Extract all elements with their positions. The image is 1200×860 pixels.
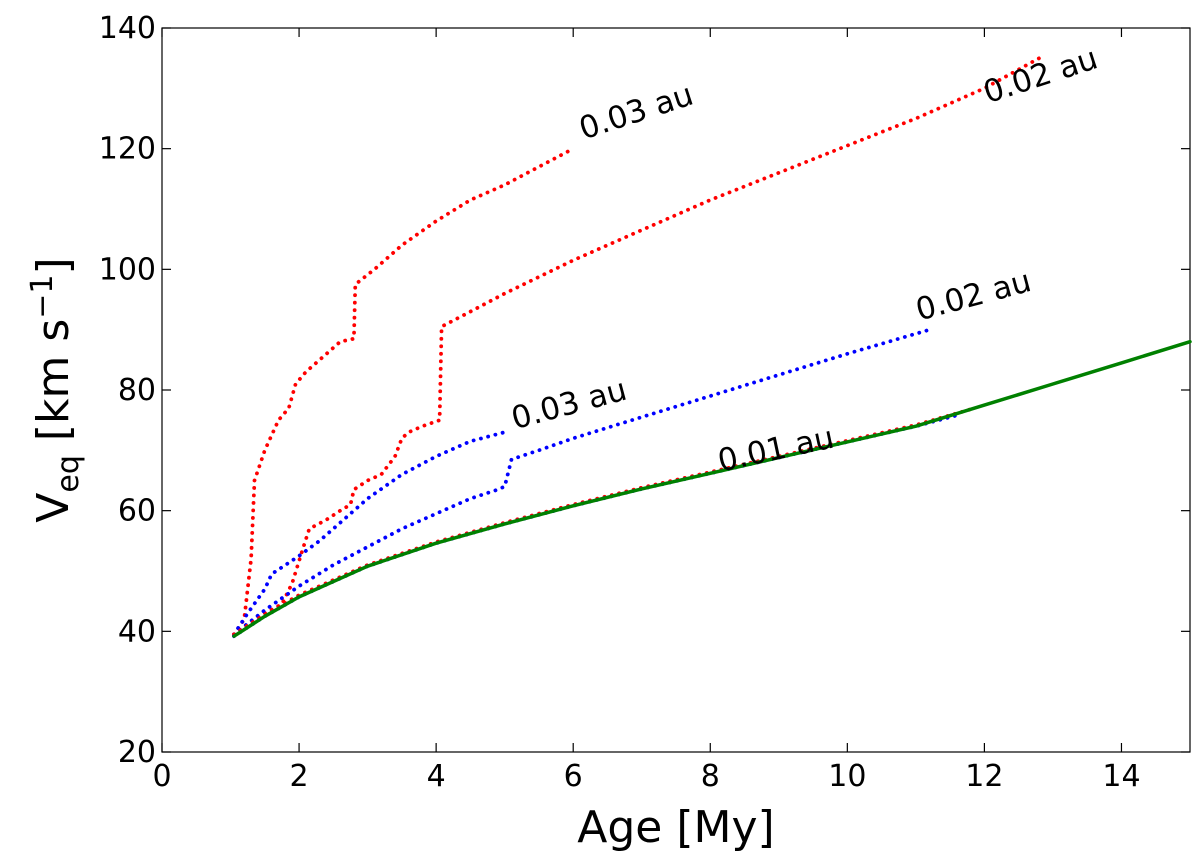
y-axis-title-close: ] xyxy=(28,257,79,274)
x-axis-title: Age [My] xyxy=(577,802,774,853)
y-tick-label: 140 xyxy=(99,11,156,46)
y-tick-label: 80 xyxy=(118,373,156,408)
y-axis-title-sub: eq xyxy=(51,455,86,493)
series-line-4 xyxy=(232,407,973,637)
annotation-label-3: 0.02 au xyxy=(912,263,1035,328)
annotations-group: 0.03 au0.02 au0.03 au0.02 au0.01 au xyxy=(508,40,1102,479)
series-line-3 xyxy=(232,327,932,637)
series-line-5 xyxy=(232,413,959,639)
x-tick-label: 8 xyxy=(701,759,720,794)
x-tick-label: 12 xyxy=(965,759,1003,794)
y-tick-label: 20 xyxy=(118,735,156,770)
x-tick-label: 2 xyxy=(290,759,309,794)
y-tick-label: 40 xyxy=(118,614,156,649)
annotation-label-4: 0.01 au xyxy=(715,420,837,480)
x-tick-label: 6 xyxy=(564,759,583,794)
y-tick-label: 100 xyxy=(99,252,156,287)
ticks-group: 0 2 4 6 8 10 12 14 20 40 60 80 100 120 140 xyxy=(99,11,1190,794)
series-line-6 xyxy=(232,339,1192,638)
y-axis-title: Veq [km s−1] xyxy=(25,257,86,522)
series-group xyxy=(232,56,1192,639)
y-tick-label: 60 xyxy=(118,494,156,529)
y-axis-title-main: V xyxy=(28,493,79,523)
series-line-1 xyxy=(232,56,1042,637)
series-line-0 xyxy=(232,146,576,637)
x-tick-label: 14 xyxy=(1102,759,1140,794)
y-axis-title-sup: −1 xyxy=(25,274,60,318)
annotation-label-1: 0.02 au xyxy=(979,40,1102,111)
y-tick-label: 120 xyxy=(99,132,156,167)
annotation-label-0: 0.03 au xyxy=(575,77,698,148)
x-tick-label: 4 xyxy=(427,759,446,794)
y-axis-title-unit: [km s xyxy=(28,319,79,455)
x-tick-label: 10 xyxy=(828,759,866,794)
x-tick-label: 0 xyxy=(152,759,171,794)
